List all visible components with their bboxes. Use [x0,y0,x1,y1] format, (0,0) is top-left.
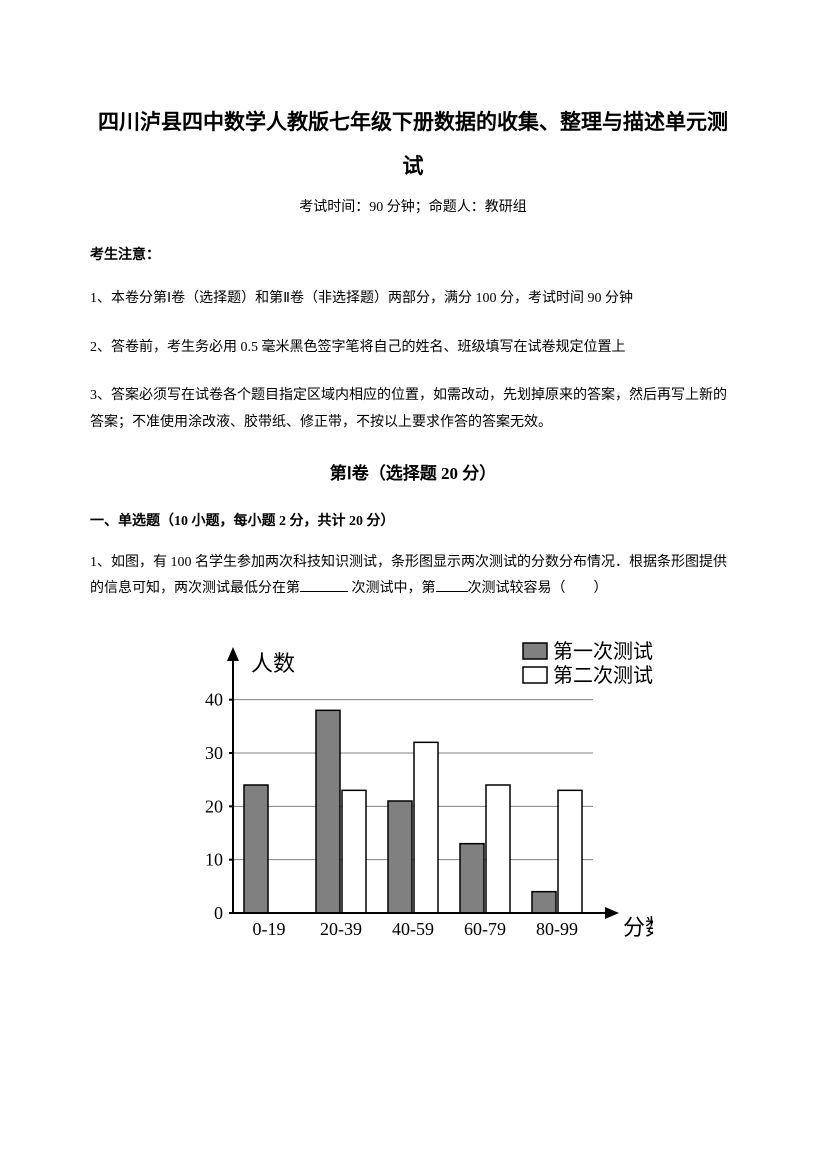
page-title: 四川泸县四中数学人教版七年级下册数据的收集、整理与描述单元测试 [90,100,736,188]
svg-text:20-39: 20-39 [320,919,362,939]
svg-text:分数: 分数 [623,915,653,940]
notice-heading: 考生注意： [90,244,736,264]
chart-svg: 0 10 20 30 40 0-19 20-39 40-59 60-79 80-99 人数分数 第一次… [173,633,653,963]
notice-item-2: 2、答卷前，考生务必用 0.5 毫米黑色签字笔将自己的姓名、班级填写在试卷规定位… [90,335,736,362]
svg-text:60-79: 60-79 [464,919,506,939]
svg-text:40-59: 40-59 [392,919,434,939]
blank-1 [300,591,348,592]
exam-subtitle: 考试时间：90 分钟；命题人：教研组 [90,196,736,216]
svg-text:10: 10 [205,849,223,869]
question-1-text-3: 次测试较容易（ ） [468,581,608,596]
svg-text:人数: 人数 [251,651,295,676]
blank-2 [436,591,468,592]
notice-item-3: 3、答案必须写在试卷各个题目指定区域内相应的位置，如需改动，先划掉原来的答案，然… [90,383,736,436]
section-heading: 第Ⅰ卷（选择题 20 分） [90,459,736,484]
svg-text:30: 30 [205,743,223,763]
svg-text:40: 40 [205,689,223,709]
svg-text:0-19: 0-19 [253,919,286,939]
svg-text:0: 0 [214,903,223,923]
subsection-heading: 一、单选题（10 小题，每小题 2 分，共计 20 分） [90,510,736,530]
notice-item-1: 1、本卷分第Ⅰ卷（选择题）和第Ⅱ卷（非选择题）两部分，满分 100 分，考试时间… [90,286,736,313]
question-1-text-2: 次测试中，第 [348,581,436,596]
bar-chart: 0 10 20 30 40 0-19 20-39 40-59 60-79 80-99 人数分数 第一次… [173,633,653,963]
question-1: 1、如图，有 100 名学生参加两次科技知识测试，条形图显示两次测试的分数分布情… [90,550,736,603]
svg-text:第二次测试: 第二次测试 [553,664,653,687]
svg-text:20: 20 [205,796,223,816]
svg-text:80-99: 80-99 [536,919,578,939]
svg-text:第一次测试: 第一次测试 [553,640,653,663]
